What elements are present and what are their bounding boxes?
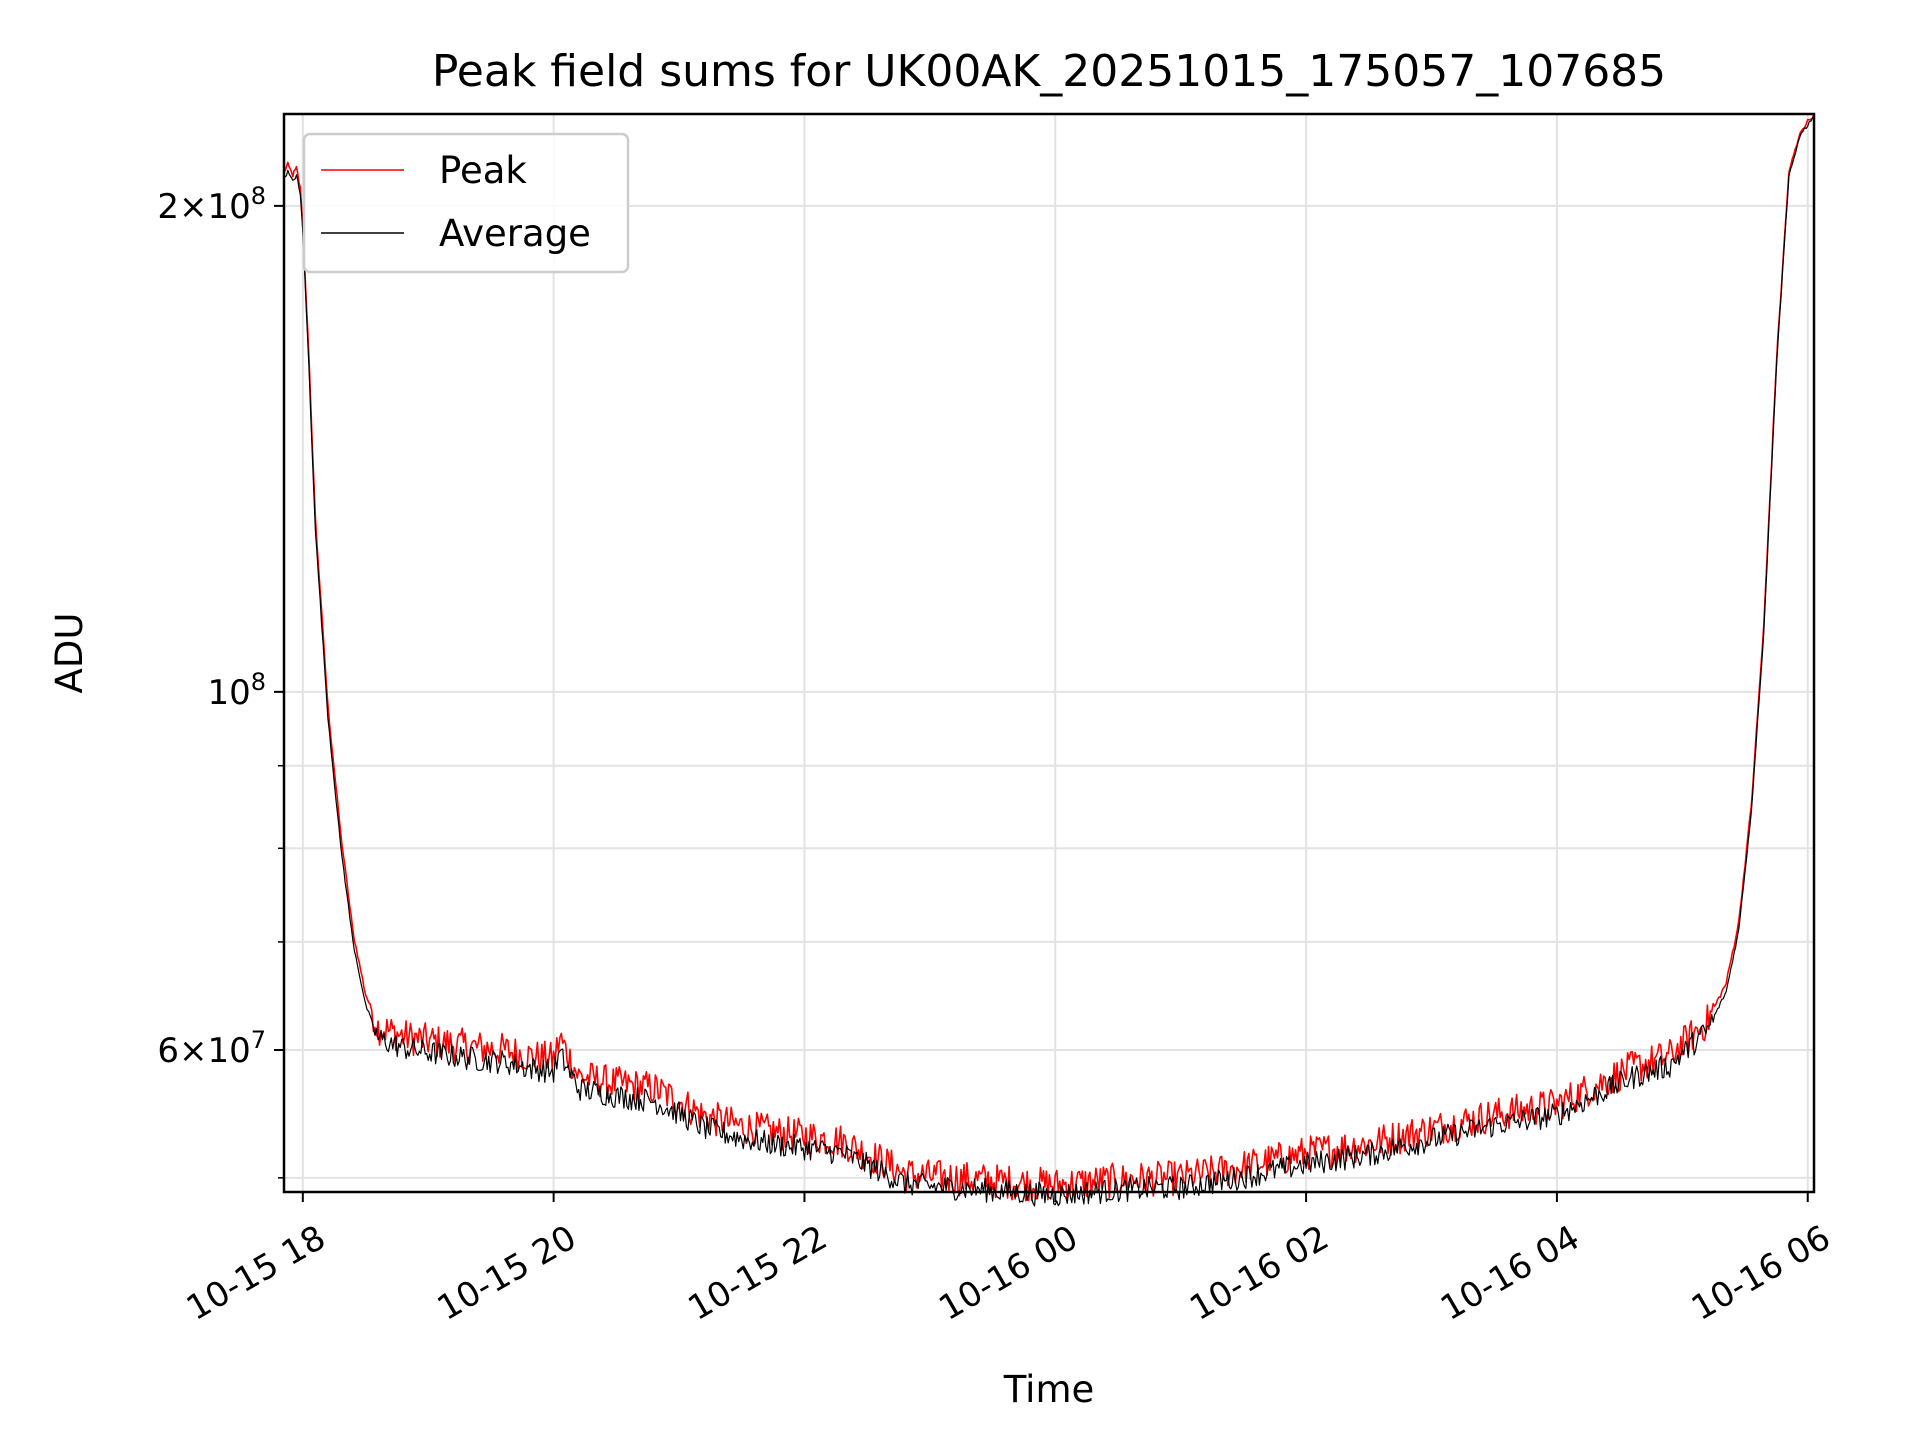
x-tick-label: 10-16 06 bbox=[1685, 1218, 1837, 1329]
legend-box bbox=[302, 132, 630, 274]
series-line-average bbox=[284, 116, 1815, 1207]
y-tick-label: 6×107 bbox=[157, 1026, 266, 1071]
legend: Peak Average bbox=[302, 132, 630, 274]
plot-frame bbox=[282, 112, 1816, 1194]
x-tick-label: 10-16 02 bbox=[1183, 1218, 1335, 1329]
axis-ticks: 10-15 18 10-15 20 10-15 22 10-16 00 10-16 02… bbox=[157, 182, 1837, 1329]
grid bbox=[284, 114, 1814, 1192]
x-tick-label: 10-16 04 bbox=[1434, 1218, 1586, 1329]
legend-label-peak: Peak bbox=[439, 149, 527, 192]
x-axis-label: Time bbox=[1003, 1368, 1095, 1411]
y-axis-label: ADU bbox=[48, 613, 91, 694]
x-tick-label: 10-16 00 bbox=[932, 1218, 1084, 1329]
series-line-peak bbox=[283, 113, 1815, 1202]
y-tick-label: 2×108 bbox=[157, 182, 266, 227]
series-layer bbox=[283, 113, 1815, 1207]
x-tick-label: 10-15 18 bbox=[180, 1218, 332, 1329]
x-tick-label: 10-15 20 bbox=[431, 1218, 583, 1329]
x-tick-label: 10-15 22 bbox=[682, 1218, 834, 1329]
legend-label-average: Average bbox=[439, 212, 591, 255]
chart-title: Peak field sums for UK00AK_20251015_1750… bbox=[432, 46, 1666, 97]
y-tick-label: 108 bbox=[207, 668, 266, 713]
